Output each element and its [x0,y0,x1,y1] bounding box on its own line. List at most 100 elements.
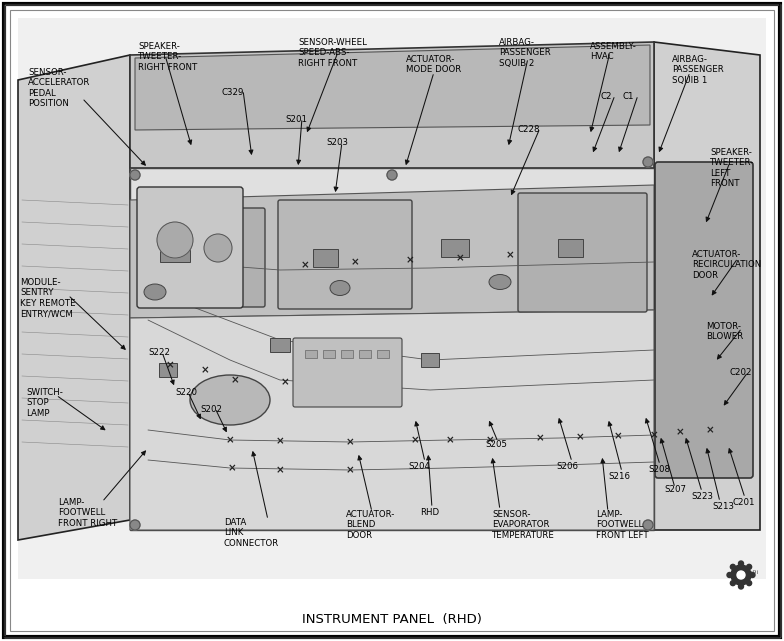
Circle shape [739,584,743,589]
Circle shape [643,520,653,530]
Text: LAMP-
FOOTWELL
FRONT LEFT: LAMP- FOOTWELL FRONT LEFT [596,510,648,540]
Ellipse shape [144,284,166,300]
Polygon shape [130,185,654,318]
Text: ACTUATOR-
RECIRCULATION
DOOR: ACTUATOR- RECIRCULATION DOOR [692,250,761,280]
Circle shape [750,572,755,578]
Circle shape [130,170,140,180]
Text: ACTUATOR-
MODE DOOR: ACTUATOR- MODE DOOR [406,55,461,74]
Polygon shape [135,45,650,130]
Circle shape [130,520,140,530]
Circle shape [157,222,193,258]
Text: ×: × [276,436,285,446]
Circle shape [737,571,745,579]
Ellipse shape [190,375,270,425]
Text: S203: S203 [326,138,348,147]
Text: ×: × [405,255,415,265]
Text: ×: × [346,437,354,447]
Bar [270,338,290,352]
Polygon shape [130,310,654,530]
Circle shape [746,581,752,586]
Circle shape [204,234,232,262]
Text: ×: × [201,365,209,375]
Circle shape [731,564,735,569]
Circle shape [731,565,751,585]
Text: AIRBAG-
PASSENGER
SQUIB 1: AIRBAG- PASSENGER SQUIB 1 [672,55,724,85]
Text: MOTOR-
BLOWER: MOTOR- BLOWER [706,322,743,342]
Circle shape [727,572,732,578]
Text: ACTUATOR-
BLEND
DOOR: ACTUATOR- BLEND DOOR [346,510,395,540]
Bar [159,363,177,377]
Bar [377,350,389,358]
Text: ×: × [350,257,359,267]
Text: C228: C228 [518,125,540,134]
Text: S220: S220 [175,388,197,397]
Text: ASSEMBLY-
HVAC: ASSEMBLY- HVAC [590,42,637,62]
FancyBboxPatch shape [278,200,412,309]
Bar [160,242,190,262]
Text: MODULE-
SENTRY
KEY REMOTE
ENTRY/WCM: MODULE- SENTRY KEY REMOTE ENTRY/WCM [20,278,75,318]
Polygon shape [18,55,130,540]
Text: S216: S216 [608,472,630,481]
Text: ×: × [456,253,464,263]
Text: S204: S204 [408,462,430,471]
Text: SWITCH-
STOP
LAMP: SWITCH- STOP LAMP [26,388,63,418]
Bar [313,249,338,267]
Text: S208: S208 [648,465,670,474]
Text: ×: × [230,375,239,385]
Text: ×: × [706,425,714,435]
Text: C1: C1 [623,92,634,101]
Text: SENSOR-WHEEL
SPEED-ABS-
RIGHT FRONT: SENSOR-WHEEL SPEED-ABS- RIGHT FRONT [298,38,367,68]
Text: S202: S202 [200,405,222,414]
Circle shape [739,561,743,566]
Text: S201: S201 [285,115,307,124]
Text: ×: × [165,360,174,370]
Text: 8145e9i: 8145e9i [734,570,759,576]
Text: SPEAKER-
TWEETER-
LEFT
FRONT: SPEAKER- TWEETER- LEFT FRONT [710,148,754,188]
Text: ×: × [614,431,622,441]
FancyBboxPatch shape [518,193,647,312]
Bar [421,353,439,367]
Bar [558,239,583,257]
Text: SENSOR-
ACCELERATOR
PEDAL
POSITION: SENSOR- ACCELERATOR PEDAL POSITION [28,68,90,108]
Text: C201: C201 [733,498,756,507]
Bar [341,350,353,358]
Text: ×: × [650,430,659,440]
Text: ×: × [281,377,289,387]
Text: DATA
LINK
CONNECTOR: DATA LINK CONNECTOR [224,518,279,548]
Text: INSTRUMENT PANEL  (RHD): INSTRUMENT PANEL (RHD) [302,613,482,626]
Text: S222: S222 [148,348,170,357]
Text: AIRBAG-
PASSENGER
SQUIB 2: AIRBAG- PASSENGER SQUIB 2 [499,38,550,68]
Bar [305,350,317,358]
Text: ×: × [411,435,419,445]
Bar [441,239,469,257]
Text: ×: × [506,250,514,260]
Text: C329: C329 [222,88,245,97]
Polygon shape [654,42,760,530]
Circle shape [746,564,752,569]
Text: S207: S207 [664,485,686,494]
Text: SENSOR-
EVAPORATOR
TEMPERATURE: SENSOR- EVAPORATOR TEMPERATURE [492,510,555,540]
Polygon shape [130,42,654,168]
Circle shape [387,170,397,180]
Text: ×: × [445,435,455,445]
Text: S213: S213 [712,502,734,511]
Text: S206: S206 [556,462,578,471]
FancyBboxPatch shape [137,187,243,308]
Text: RHD: RHD [420,508,439,517]
Text: C2: C2 [601,92,612,101]
Text: ×: × [535,433,544,443]
Text: SPEAKER-
TWEETER-
RIGHT FRONT: SPEAKER- TWEETER- RIGHT FRONT [138,42,198,72]
Text: ×: × [276,465,285,475]
Ellipse shape [489,274,511,290]
Text: ×: × [575,432,584,442]
Text: S223: S223 [691,492,713,501]
FancyBboxPatch shape [655,162,753,478]
FancyBboxPatch shape [146,208,265,307]
Text: ×: × [227,463,236,473]
Text: ×: × [226,435,234,445]
Text: S205: S205 [485,440,507,449]
Text: ×: × [485,435,495,445]
Text: LAMP-
FOOTWELL
FRONT RIGHT: LAMP- FOOTWELL FRONT RIGHT [58,498,118,528]
Circle shape [731,581,735,586]
Text: ×: × [346,465,354,475]
